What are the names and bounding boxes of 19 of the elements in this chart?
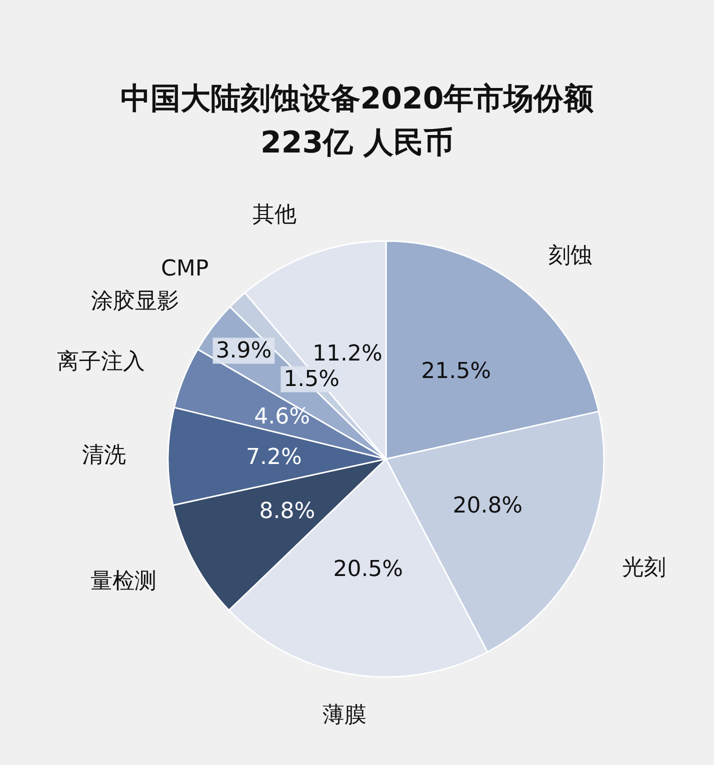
data-label: 11.2% [312,341,382,366]
slice-label: 薄膜 [322,703,367,728]
data-label: 3.9% [216,338,272,364]
data-label: 4.6% [254,404,310,430]
slice-label: CMP [161,256,209,282]
data-label: 21.5% [421,359,491,384]
data-label: 8.8% [259,499,316,524]
slice-label: 涂胶显影 [91,289,180,314]
slice-label: 刻蚀 [548,244,593,269]
data-label: 20.8% [452,494,523,519]
data-label: 7.2% [246,445,302,470]
slice-label: 其他 [252,202,296,228]
chart-title: 中国大陆刻蚀设备2020年市场份额 223亿 人民币 [120,82,594,160]
data-label: 20.5% [333,557,404,582]
slice-label: 清洗 [82,443,126,468]
data-label: 1.5% [284,366,340,392]
slice-label: 离子注入 [56,349,145,374]
slice-label: 量检测 [90,568,157,594]
slice-label: 光刻 [622,556,666,581]
